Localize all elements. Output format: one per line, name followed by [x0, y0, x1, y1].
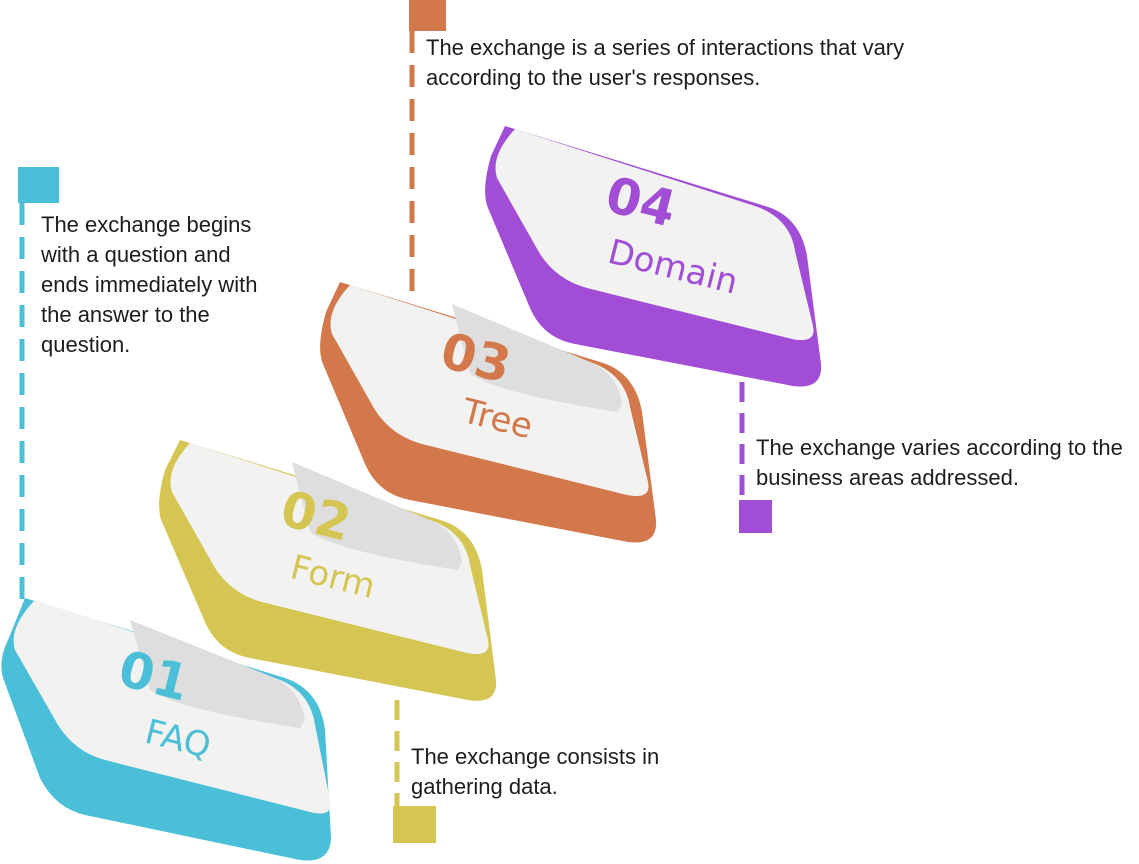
- card-form-face: [170, 443, 489, 655]
- card-domain-face: [495, 129, 814, 341]
- connector-tree: [409, 0, 446, 292]
- card-tree: 03 Tree: [320, 282, 657, 543]
- card-domain: 04 Domain: [485, 126, 822, 387]
- card-faq-face: [13, 600, 331, 814]
- card-form-shade: [292, 462, 462, 570]
- card-form: 02 Form: [159, 440, 497, 701]
- card-tree-shade: [452, 304, 622, 412]
- marker-tree: [409, 0, 446, 31]
- description-form: The exchange consists in gathering data.: [411, 744, 660, 799]
- connector-form: [393, 700, 436, 843]
- marker-faq: [18, 167, 59, 203]
- connector-domain: [739, 382, 772, 533]
- marker-domain: [739, 500, 772, 533]
- description-domain: The exchange varies according to the bus…: [756, 435, 1123, 490]
- marker-form: [393, 806, 436, 843]
- description-faq: The exchange begins with a question and …: [41, 212, 258, 357]
- description-tree: The exchange is a series of interactions…: [426, 35, 905, 90]
- card-faq: 01 FAQ: [1, 598, 331, 861]
- connector-faq: [18, 167, 59, 600]
- card-tree-face: [330, 285, 649, 497]
- card-faq-shade: [130, 620, 305, 728]
